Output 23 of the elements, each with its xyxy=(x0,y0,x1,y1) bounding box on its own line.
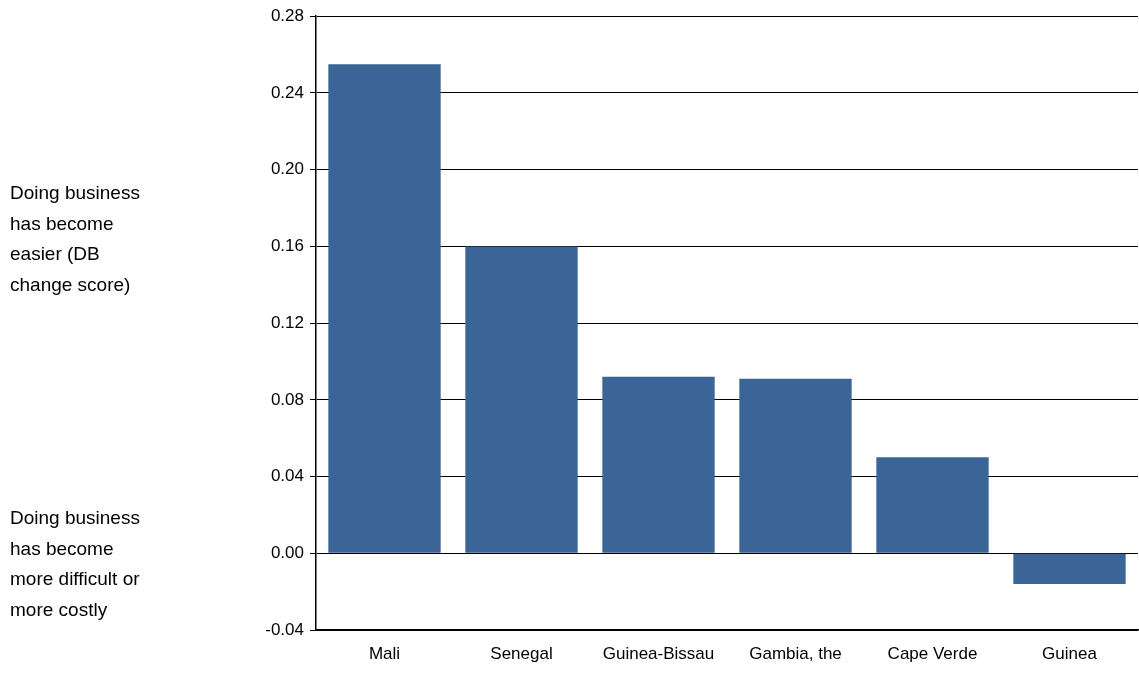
y-tick-label: 0.00 xyxy=(270,542,304,562)
y-tick-label: 0.08 xyxy=(270,389,304,409)
x-tick-label: Senegal xyxy=(490,643,553,663)
bar xyxy=(876,457,989,553)
bar xyxy=(465,246,578,553)
x-tick-label: Guinea-Bissau xyxy=(602,643,715,663)
x-tick-label: Guinea xyxy=(1042,643,1098,663)
bar xyxy=(739,378,852,553)
y-tick-label: 0.12 xyxy=(270,312,304,332)
x-tick-label: Gambia, the xyxy=(749,643,842,663)
bar xyxy=(328,64,441,553)
text: Doing business has become more difficult or more costly xyxy=(10,506,141,622)
y-tick-label: 0.04 xyxy=(270,466,304,486)
y-tick-label: 0.20 xyxy=(270,159,304,179)
x-tick-label: Mali xyxy=(368,643,401,663)
y-tick-label: 0.24 xyxy=(270,82,304,102)
x-tick-label: Cape Verde xyxy=(887,643,978,663)
bar xyxy=(1013,553,1126,584)
y-tick-label: 0.16 xyxy=(270,236,304,256)
y-tick-label: -0.04 xyxy=(265,619,304,639)
bar xyxy=(602,376,715,553)
text: Doing business has become easier (DB change score) xyxy=(10,181,141,297)
y-tick-label: 0.28 xyxy=(270,5,304,25)
